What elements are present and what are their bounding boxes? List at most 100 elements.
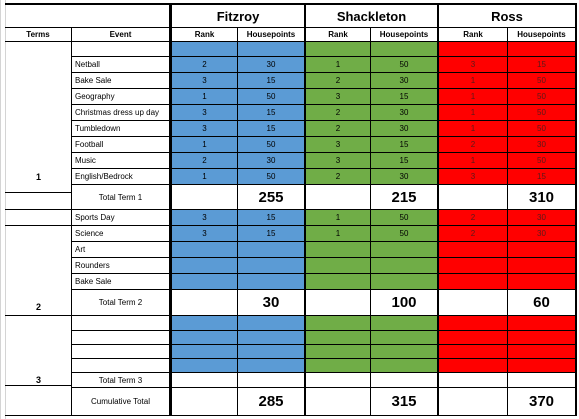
rank-cell[interactable]: 3 — [306, 89, 371, 105]
rank-cell[interactable]: 1 — [170, 137, 238, 153]
rank-cell[interactable] — [439, 242, 508, 258]
total-term-3-label[interactable]: Total Term 3 — [72, 373, 170, 388]
event-name-cell[interactable]: Football — [72, 137, 170, 153]
rank-cell[interactable] — [439, 345, 508, 359]
housepoints-cell[interactable]: 50 — [508, 73, 577, 89]
rank-cell[interactable] — [306, 258, 371, 274]
event-name-cell[interactable] — [72, 316, 170, 331]
rank-cell[interactable]: 1 — [439, 105, 508, 121]
total-spacer-cell[interactable] — [439, 388, 508, 416]
total-spacer-cell[interactable] — [170, 388, 238, 416]
event-name-cell[interactable]: Music — [72, 153, 170, 169]
rank-cell[interactable] — [170, 42, 238, 57]
rank-cell[interactable]: 3 — [439, 57, 508, 73]
housepoints-cell[interactable] — [508, 316, 577, 331]
housepoints-cell[interactable]: 50 — [238, 169, 306, 185]
rank-cell[interactable] — [306, 345, 371, 359]
rank-cell[interactable]: 1 — [170, 169, 238, 185]
event-name-cell[interactable]: Science — [72, 226, 170, 242]
total-spacer-cell[interactable] — [170, 185, 238, 210]
housepoints-cell[interactable]: 30 — [508, 226, 577, 242]
rank-cell[interactable] — [306, 316, 371, 331]
rank-cell[interactable]: 2 — [170, 57, 238, 73]
rank-cell[interactable]: 1 — [306, 210, 371, 226]
total-value-cell[interactable] — [238, 373, 306, 388]
rank-cell[interactable]: 3 — [170, 226, 238, 242]
rank-cell[interactable] — [306, 359, 371, 373]
housepoints-cell[interactable]: 15 — [371, 153, 439, 169]
rank-cell[interactable] — [170, 359, 238, 373]
rank-cell[interactable]: 3 — [170, 210, 238, 226]
term-2-spacer-top[interactable] — [5, 210, 72, 226]
total-value-cell[interactable]: 215 — [371, 185, 439, 210]
housepoints-cell[interactable]: 50 — [371, 210, 439, 226]
header-blank[interactable] — [5, 3, 170, 28]
housepoints-cell[interactable] — [371, 42, 439, 57]
cumulative-total-label[interactable]: Cumulative Total — [72, 388, 170, 416]
housepoints-cell[interactable] — [508, 331, 577, 345]
housepoints-cell[interactable] — [508, 345, 577, 359]
total-spacer-cell[interactable] — [306, 185, 371, 210]
housepoints-cell[interactable]: 30 — [238, 57, 306, 73]
housepoints-cell[interactable] — [508, 359, 577, 373]
housepoints-cell[interactable] — [371, 274, 439, 290]
housepoints-cell[interactable] — [508, 274, 577, 290]
housepoints-cell[interactable]: 50 — [508, 105, 577, 121]
housepoints-cell[interactable] — [238, 274, 306, 290]
total-spacer-cell[interactable] — [439, 290, 508, 316]
housepoints-cell[interactable] — [238, 42, 306, 57]
rank-cell[interactable] — [306, 42, 371, 57]
term-1-cell[interactable] — [5, 42, 72, 193]
total-value-cell[interactable]: 315 — [371, 388, 439, 416]
total-value-cell[interactable]: 285 — [238, 388, 306, 416]
event-name-cell[interactable]: Art — [72, 242, 170, 258]
housepoints-cell[interactable] — [508, 242, 577, 258]
housepoints-cell[interactable] — [238, 345, 306, 359]
rank-cell[interactable] — [306, 331, 371, 345]
total-spacer-cell[interactable] — [170, 290, 238, 316]
housepoints-cell[interactable] — [371, 345, 439, 359]
rank-cell[interactable]: 2 — [439, 137, 508, 153]
rank-cell[interactable] — [439, 258, 508, 274]
housepoints-cell[interactable]: 30 — [371, 121, 439, 137]
term-3-cell[interactable] — [5, 316, 72, 386]
rank-cell[interactable]: 1 — [439, 153, 508, 169]
rank-cell[interactable]: 3 — [439, 169, 508, 185]
rank-cell[interactable]: 1 — [439, 89, 508, 105]
rank-cell[interactable]: 3 — [306, 137, 371, 153]
housepoints-cell[interactable]: 30 — [371, 169, 439, 185]
event-name-cell[interactable]: Geography — [72, 89, 170, 105]
event-name-cell[interactable]: English/Bedrock — [72, 169, 170, 185]
rank-cell[interactable] — [170, 316, 238, 331]
total-spacer-cell[interactable] — [306, 290, 371, 316]
cumulative-spacer[interactable] — [5, 386, 72, 416]
rank-header[interactable]: Rank — [306, 28, 371, 42]
rank-cell[interactable]: 2 — [439, 210, 508, 226]
housepoints-cell[interactable] — [371, 359, 439, 373]
housepoints-cell[interactable]: 50 — [508, 153, 577, 169]
event-name-cell[interactable] — [72, 331, 170, 345]
rank-header[interactable]: Rank — [170, 28, 238, 42]
housepoints-cell[interactable]: 30 — [238, 153, 306, 169]
team-name-fitzroy[interactable]: Fitzroy — [170, 3, 306, 28]
total-value-cell[interactable]: 100 — [371, 290, 439, 316]
event-name-cell[interactable]: Sports Day — [72, 210, 170, 226]
team-name-shackleton[interactable]: Shackleton — [306, 3, 439, 28]
rank-cell[interactable] — [170, 258, 238, 274]
housepoints-cell[interactable]: 50 — [371, 57, 439, 73]
rank-cell[interactable]: 2 — [306, 73, 371, 89]
rank-cell[interactable]: 3 — [170, 73, 238, 89]
total-term-1-label[interactable]: Total Term 1 — [72, 185, 170, 210]
housepoints-cell[interactable] — [371, 316, 439, 331]
rank-cell[interactable] — [170, 274, 238, 290]
housepoints-header[interactable]: Housepoints — [238, 28, 306, 42]
total-value-cell[interactable]: 60 — [508, 290, 577, 316]
event-name-cell[interactable]: Christmas dress up day — [72, 105, 170, 121]
housepoints-cell[interactable]: 15 — [238, 105, 306, 121]
rank-cell[interactable]: 2 — [439, 226, 508, 242]
terms-header[interactable]: Terms — [5, 28, 72, 42]
total-value-cell[interactable]: 370 — [508, 388, 577, 416]
rank-cell[interactable]: 1 — [439, 121, 508, 137]
housepoints-cell[interactable]: 50 — [508, 121, 577, 137]
event-name-cell[interactable] — [72, 42, 170, 57]
